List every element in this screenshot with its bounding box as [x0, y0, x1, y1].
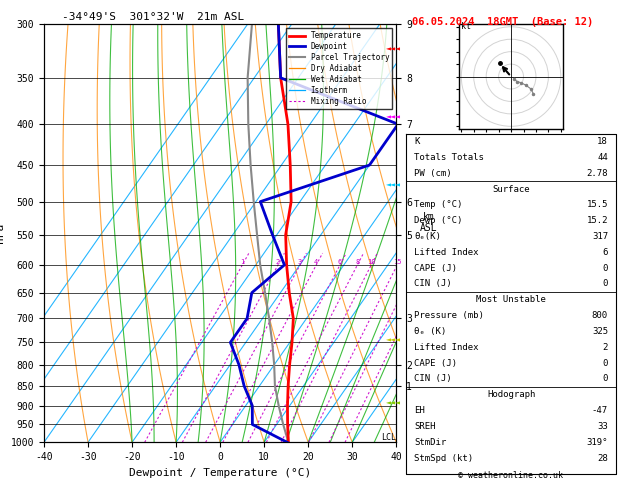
- Text: Lifted Index: Lifted Index: [414, 343, 479, 352]
- Text: 317: 317: [592, 232, 608, 241]
- Text: 2: 2: [276, 259, 280, 265]
- Text: 15.2: 15.2: [586, 216, 608, 225]
- Text: 4: 4: [314, 259, 318, 265]
- Text: 2.78: 2.78: [586, 169, 608, 178]
- Text: LCL: LCL: [381, 433, 396, 442]
- Text: © weatheronline.co.uk: © weatheronline.co.uk: [459, 471, 563, 480]
- Text: CIN (J): CIN (J): [414, 279, 452, 289]
- Text: 319°: 319°: [586, 438, 608, 447]
- Text: 8: 8: [355, 259, 360, 265]
- Text: Lifted Index: Lifted Index: [414, 248, 479, 257]
- Text: EH: EH: [414, 406, 425, 415]
- Text: 1: 1: [240, 259, 245, 265]
- Text: 800: 800: [592, 311, 608, 320]
- Text: kt: kt: [461, 22, 471, 31]
- Text: PW (cm): PW (cm): [414, 169, 452, 178]
- Text: CAPE (J): CAPE (J): [414, 263, 457, 273]
- Text: Surface: Surface: [493, 185, 530, 193]
- Text: Totals Totals: Totals Totals: [414, 153, 484, 162]
- Text: 0: 0: [603, 263, 608, 273]
- Text: -34°49'S  301°32'W  21m ASL: -34°49'S 301°32'W 21m ASL: [62, 12, 244, 22]
- Y-axis label: km
ASL: km ASL: [420, 212, 437, 233]
- Text: 15.5: 15.5: [586, 200, 608, 209]
- Text: ◄◄◄: ◄◄◄: [386, 44, 401, 53]
- Text: 6: 6: [338, 259, 342, 265]
- Text: Temp (°C): Temp (°C): [414, 200, 462, 209]
- Text: ◄◄◄: ◄◄◄: [386, 180, 401, 189]
- Text: θₑ (K): θₑ (K): [414, 327, 447, 336]
- Text: StmSpd (kt): StmSpd (kt): [414, 453, 473, 463]
- Text: CIN (J): CIN (J): [414, 374, 452, 383]
- Y-axis label: hPa: hPa: [0, 223, 5, 243]
- Text: 3: 3: [298, 259, 302, 265]
- Text: 325: 325: [592, 327, 608, 336]
- Text: SREH: SREH: [414, 422, 436, 431]
- Text: -47: -47: [592, 406, 608, 415]
- Text: 10: 10: [367, 259, 376, 265]
- Text: Pressure (mb): Pressure (mb): [414, 311, 484, 320]
- Text: ◄◄◄: ◄◄◄: [386, 336, 401, 345]
- Text: 2: 2: [603, 343, 608, 352]
- Text: StmDir: StmDir: [414, 438, 447, 447]
- X-axis label: Dewpoint / Temperature (°C): Dewpoint / Temperature (°C): [129, 468, 311, 478]
- Text: 18: 18: [598, 137, 608, 146]
- Text: 44: 44: [598, 153, 608, 162]
- Text: 0: 0: [603, 374, 608, 383]
- Text: ◄◄◄: ◄◄◄: [386, 399, 401, 408]
- Text: Hodograph: Hodograph: [487, 390, 535, 399]
- Text: 28: 28: [598, 453, 608, 463]
- Text: θₑ(K): θₑ(K): [414, 232, 441, 241]
- Legend: Temperature, Dewpoint, Parcel Trajectory, Dry Adiabat, Wet Adiabat, Isotherm, Mi: Temperature, Dewpoint, Parcel Trajectory…: [286, 28, 392, 109]
- Text: 0: 0: [603, 279, 608, 289]
- Text: 6: 6: [603, 248, 608, 257]
- Text: Most Unstable: Most Unstable: [476, 295, 546, 304]
- Text: ◄◄◄: ◄◄◄: [386, 112, 401, 121]
- Text: Dewp (°C): Dewp (°C): [414, 216, 462, 225]
- Text: 15: 15: [393, 259, 401, 265]
- Text: 0: 0: [603, 359, 608, 367]
- Text: 06.05.2024  18GMT  (Base: 12): 06.05.2024 18GMT (Base: 12): [412, 17, 593, 27]
- Text: K: K: [414, 137, 420, 146]
- Text: 33: 33: [598, 422, 608, 431]
- Text: CAPE (J): CAPE (J): [414, 359, 457, 367]
